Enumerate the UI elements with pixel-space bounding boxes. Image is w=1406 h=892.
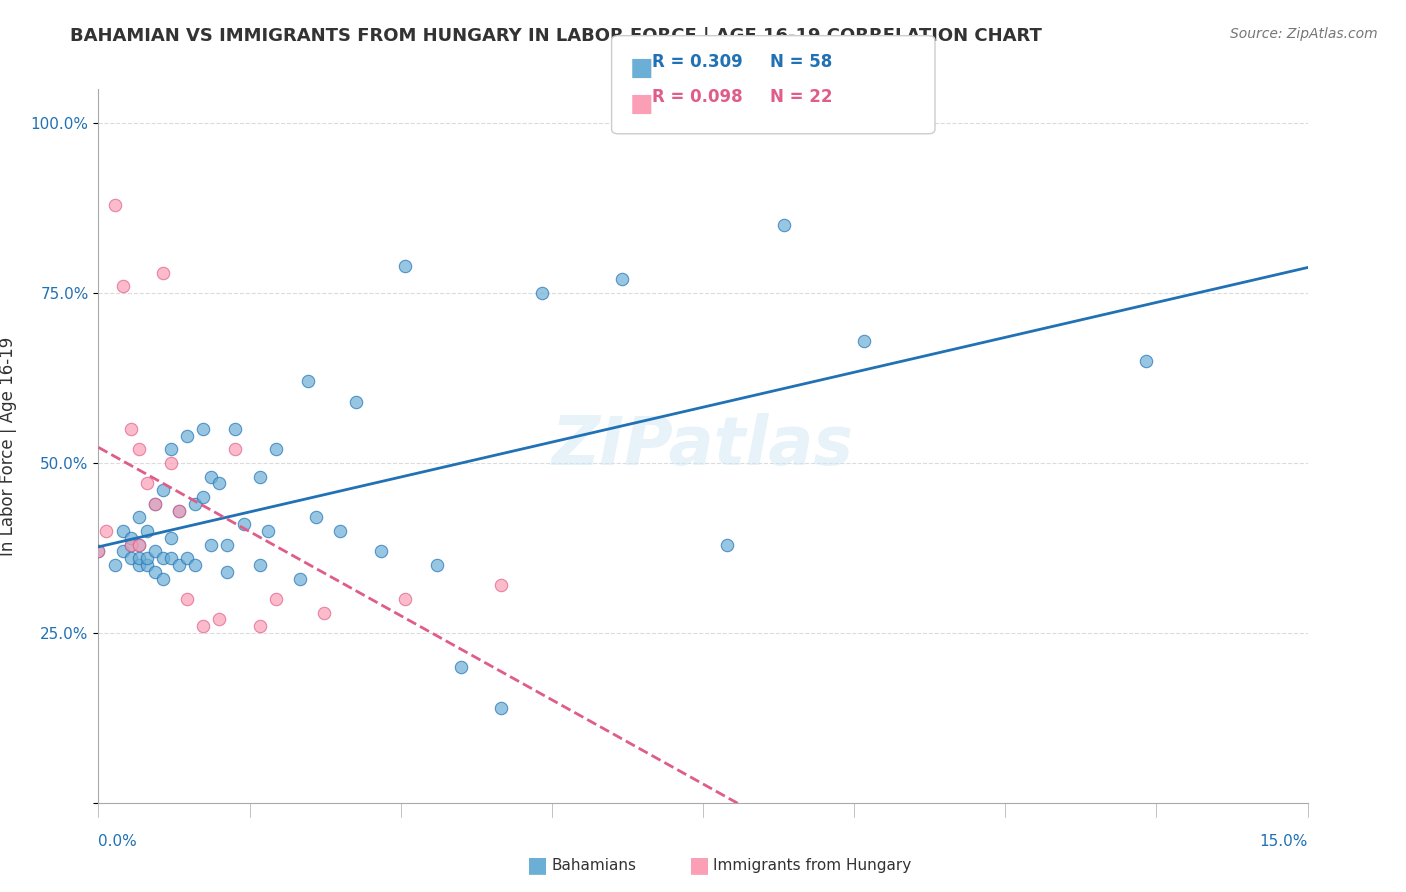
Point [184, 497, 207, 511]
Point [135, 558, 157, 572]
Point [103, 558, 125, 572]
Point [128, 551, 150, 566]
Point [200, 537, 222, 551]
Point [249, 558, 271, 572]
Point [120, 537, 142, 551]
Point [135, 476, 157, 491]
Point [297, 375, 319, 389]
Point [264, 442, 287, 457]
Point [491, 578, 513, 592]
Point [160, 456, 183, 470]
Text: R = 0.309: R = 0.309 [652, 53, 744, 70]
Point [370, 544, 392, 558]
Point [120, 531, 142, 545]
Text: ■: ■ [527, 855, 548, 875]
Text: N = 22: N = 22 [770, 88, 832, 106]
Text: N = 58: N = 58 [770, 53, 832, 70]
Point [1135, 354, 1157, 368]
Text: Bahamians: Bahamians [551, 858, 636, 872]
Point [143, 497, 166, 511]
Point [135, 524, 157, 538]
Text: BAHAMIAN VS IMMIGRANTS FROM HUNGARY IN LABOR FORCE | AGE 16-19 CORRELATION CHART: BAHAMIAN VS IMMIGRANTS FROM HUNGARY IN L… [70, 27, 1042, 45]
Point [184, 558, 207, 572]
Point [193, 619, 215, 633]
Text: 15.0%: 15.0% [1260, 834, 1308, 849]
Point [329, 524, 352, 538]
Point [152, 551, 174, 566]
Point [96, 524, 118, 538]
Point [224, 422, 246, 436]
Point [128, 442, 150, 457]
Point [167, 558, 190, 572]
Point [491, 700, 513, 714]
Text: Immigrants from Hungary: Immigrants from Hungary [713, 858, 911, 872]
Point [426, 558, 449, 572]
Point [152, 266, 174, 280]
Point [128, 537, 150, 551]
Point [217, 565, 239, 579]
Point [111, 524, 134, 538]
Point [217, 537, 239, 551]
Point [111, 544, 134, 558]
Point [193, 422, 215, 436]
Point [128, 537, 150, 551]
Point [143, 497, 166, 511]
Point [176, 591, 198, 606]
Point [394, 259, 416, 273]
Point [208, 612, 231, 626]
Point [120, 537, 142, 551]
Point [450, 660, 472, 674]
Text: Source: ZipAtlas.com: Source: ZipAtlas.com [1230, 27, 1378, 41]
Point [305, 510, 328, 524]
Point [135, 551, 157, 566]
Point [167, 503, 190, 517]
Point [152, 572, 174, 586]
Point [232, 517, 254, 532]
Point [120, 422, 142, 436]
Point [288, 572, 311, 586]
Point [853, 334, 876, 348]
Point [152, 483, 174, 498]
Text: ZIPatlas: ZIPatlas [553, 413, 853, 479]
Text: ■: ■ [689, 855, 710, 875]
Point [264, 591, 287, 606]
Text: ■: ■ [630, 56, 654, 80]
Point [160, 551, 183, 566]
Point [143, 565, 166, 579]
Point [128, 558, 150, 572]
Point [193, 490, 215, 504]
Point [120, 551, 142, 566]
Point [160, 442, 183, 457]
Point [256, 524, 278, 538]
Point [394, 591, 416, 606]
Point [314, 606, 336, 620]
Point [612, 272, 634, 286]
Point [128, 510, 150, 524]
Point [103, 198, 125, 212]
Y-axis label: In Labor Force | Age 16-19: In Labor Force | Age 16-19 [0, 336, 17, 556]
Point [224, 442, 246, 457]
Point [249, 469, 271, 483]
Point [344, 394, 367, 409]
Point [772, 218, 794, 232]
Point [87, 544, 110, 558]
Point [200, 469, 222, 483]
Point [176, 429, 198, 443]
Point [249, 619, 271, 633]
Point [143, 544, 166, 558]
Text: R = 0.098: R = 0.098 [652, 88, 742, 106]
Point [87, 544, 110, 558]
Point [208, 476, 231, 491]
Point [176, 551, 198, 566]
Point [716, 537, 738, 551]
Point [167, 503, 190, 517]
Text: 0.0%: 0.0% [98, 834, 138, 849]
Text: ■: ■ [630, 92, 654, 116]
Point [111, 279, 134, 293]
Point [530, 286, 553, 301]
Point [160, 531, 183, 545]
